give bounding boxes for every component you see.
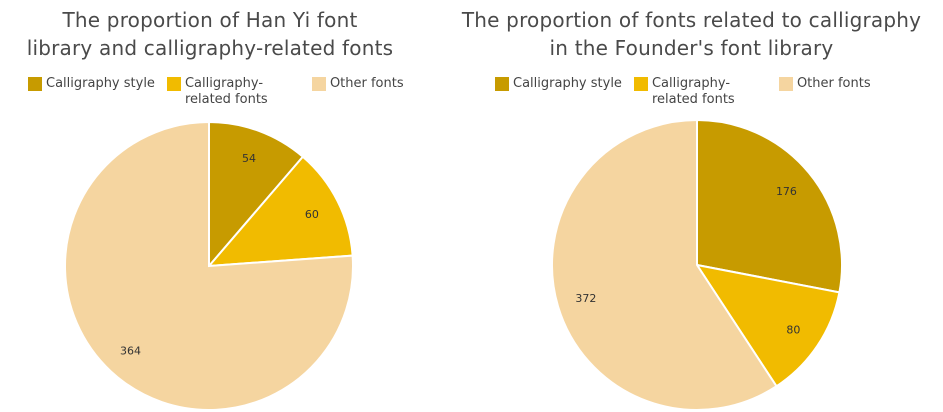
data-label: 364 <box>120 344 141 357</box>
legend: Calligraphy style Calligraphy-related fo… <box>28 76 416 108</box>
legend-label: Calligraphy-related fonts <box>651 76 735 107</box>
legend-swatch <box>495 77 509 91</box>
data-label: 176 <box>776 185 797 198</box>
legend-swatch <box>166 77 181 91</box>
legend-item-calligraphy-related: Calligraphy-related fonts <box>166 76 300 108</box>
legend-label: Other fonts <box>796 76 871 91</box>
legend-item-calligraphy-related: Calligraphy-related fonts <box>633 76 767 108</box>
legend-label: Other fonts <box>329 76 404 91</box>
legend-label: Calligraphy style <box>46 76 155 91</box>
legend: Calligraphy style Calligraphy-related fo… <box>495 76 883 108</box>
data-label: 54 <box>242 152 256 165</box>
slice-other-fonts <box>64 120 354 411</box>
pie-chart: 54 60 364 <box>64 120 354 411</box>
data-label: 372 <box>575 292 596 305</box>
data-label: 60 <box>305 208 319 221</box>
slice-calligraphy-style <box>696 118 843 294</box>
slice-other-fonts <box>551 118 778 411</box>
slice-calligraphy-related <box>206 155 354 268</box>
chart-title: The proportion of fonts related to calli… <box>461 8 922 60</box>
legend-item-other-fonts: Other fonts <box>778 76 871 108</box>
legend-label: Calligraphy style <box>513 76 622 91</box>
chart-title: The proportion of Han Yi font library an… <box>26 8 394 60</box>
chart-han-yi: The proportion of Han Yi font library an… <box>0 0 420 412</box>
pie-chart: 176 80 372 <box>551 118 843 411</box>
legend-item-calligraphy-style: Calligraphy style <box>28 76 155 108</box>
legend-swatch <box>28 77 42 91</box>
chart-founder: The proportion of fonts related to calli… <box>440 0 943 412</box>
slice-calligraphy-style <box>208 120 305 269</box>
legend-label: Calligraphy-related fonts <box>184 76 268 107</box>
legend-swatch <box>311 77 326 91</box>
legend-swatch <box>633 77 648 91</box>
legend-item-calligraphy-style: Calligraphy style <box>495 76 622 108</box>
legend-item-other-fonts: Other fonts <box>311 76 404 108</box>
slice-calligraphy-related <box>694 263 841 388</box>
data-label: 80 <box>786 324 800 337</box>
legend-swatch <box>778 77 793 91</box>
